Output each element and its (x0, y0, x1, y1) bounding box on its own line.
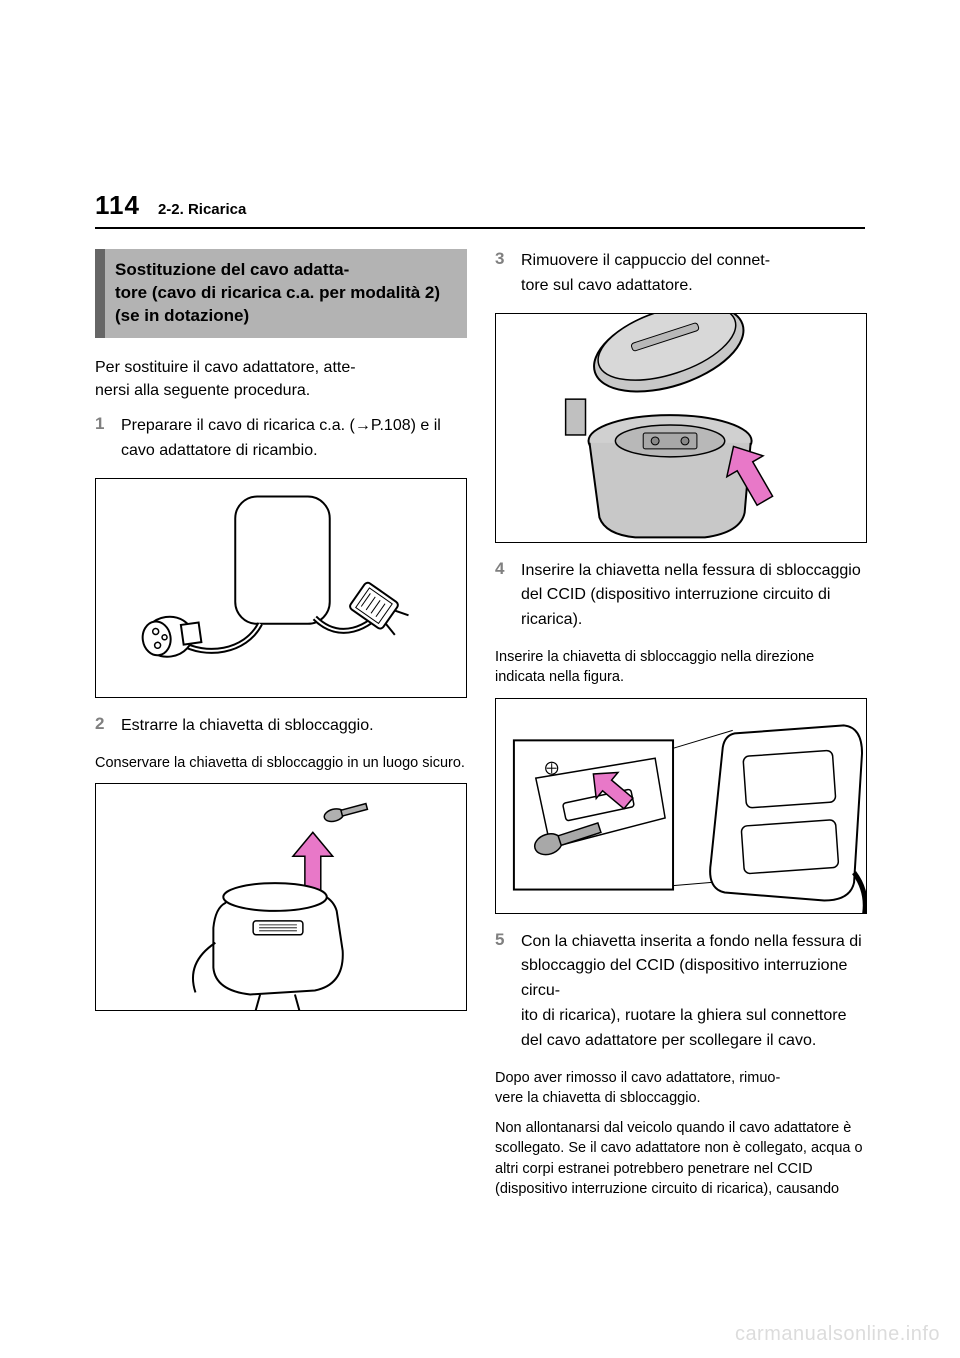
figure-key-insert (495, 698, 867, 914)
intro-text: Per sostituire il cavo adattatore, atte-… (95, 356, 467, 402)
step-number: 1 (95, 414, 109, 464)
note-text: Dopo aver rimosso il cavo adattatore, ri… (495, 1068, 867, 1109)
step-text: Estrarre la chiavetta di sbloccaggio. (121, 714, 374, 739)
note-text: Inserire la chiavetta di sbloccaggio nel… (495, 647, 867, 688)
step-number: 4 (495, 559, 509, 633)
content-columns: Sostituzione del cavo adatta-tore (cavo … (95, 249, 865, 1209)
left-column: Sostituzione del cavo adatta-tore (cavo … (95, 249, 467, 1209)
step-text: Rimuovere il cappuccio del connet-tore s… (521, 249, 770, 299)
figure-cable-assembly (95, 478, 467, 698)
page-number: 114 (95, 190, 140, 221)
step-5: 5 Con la chiavetta inserita a fondo nell… (495, 930, 867, 1054)
step-text: Preparare il cavo di ricarica c.a. (→P.1… (121, 414, 467, 464)
step-number: 3 (495, 249, 509, 299)
note-text: Conservare la chiavetta di sbloccaggio i… (95, 753, 467, 773)
step-text: Con la chiavetta inserita a fondo nella … (521, 930, 867, 1054)
step-4: 4 Inserire la chiavetta nella fessura di… (495, 559, 867, 633)
step-3: 3 Rimuovere il cappuccio del connet-tore… (495, 249, 867, 299)
step-1: 1 Preparare il cavo di ricarica c.a. (→P… (95, 414, 467, 464)
section-heading-text: Sostituzione del cavo adatta-tore (cavo … (115, 259, 455, 328)
note-text: Non allontanarsi dal veicolo quando il c… (495, 1118, 867, 1199)
section-heading-box: Sostituzione del cavo adatta-tore (cavo … (95, 249, 467, 338)
step-text: Inserire la chiavetta nella fessura di s… (521, 559, 867, 633)
step-2: 2 Estrarre la chiavetta di sbloccaggio. (95, 714, 467, 739)
watermark: carmanualsonline.info (735, 1323, 940, 1346)
manual-page: 114 2-2. Ricarica Sostituzione del cavo … (0, 0, 960, 1209)
step-number: 2 (95, 714, 109, 739)
section-label: 2-2. Ricarica (158, 201, 246, 218)
figure-cap-removal (495, 313, 867, 543)
step-number: 5 (495, 930, 509, 1054)
page-header: 114 2-2. Ricarica (95, 190, 865, 221)
figure-key-removal (95, 783, 467, 1011)
right-column: 3 Rimuovere il cappuccio del connet-tore… (495, 249, 867, 1209)
header-rule (95, 227, 865, 229)
